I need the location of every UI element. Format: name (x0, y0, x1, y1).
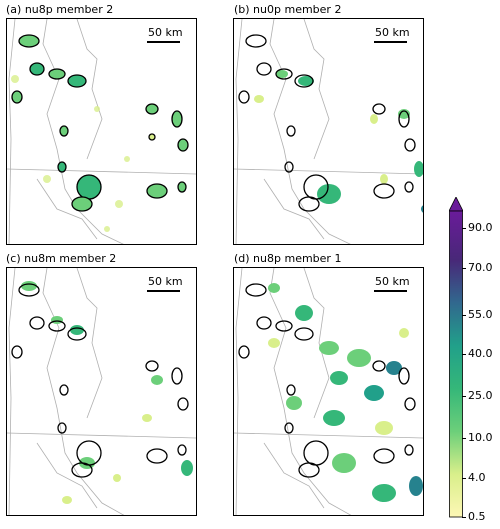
precip-b-outline (238, 34, 416, 212)
panel-a-title: (a) nu8p member 2 (6, 3, 114, 16)
precip-d-outline (238, 283, 416, 478)
map-panel-b: 50 km (233, 18, 424, 245)
panel-c-title: (c) nu8m member 2 (6, 252, 117, 265)
borders-d (234, 268, 423, 515)
scale-bar-b (374, 41, 407, 43)
scale-bar-c (147, 290, 180, 292)
precip-c-fill (21, 281, 193, 504)
borders-c (7, 268, 196, 515)
colorbar (449, 197, 463, 518)
precip-a (11, 34, 189, 212)
map-panel-c: 50 km (6, 267, 197, 516)
scale-label-a: 50 km (148, 26, 183, 39)
map-b (234, 19, 423, 244)
precip-b-fill (254, 70, 423, 213)
map-d (234, 268, 423, 515)
panel-b-title: (b) nu0p member 2 (234, 3, 342, 16)
map-panel-a: 50 km (6, 18, 197, 245)
colorbar-tick-40: 40.0 (462, 347, 493, 360)
map-c (7, 268, 196, 515)
scale-bar-d (374, 290, 407, 292)
colorbar-extend-arrow (449, 197, 463, 212)
colorbar-tick-0-5: 0.5 (462, 510, 486, 523)
borders-b (234, 19, 423, 244)
scale-label-b: 50 km (375, 26, 410, 39)
precip-c-outline (11, 283, 189, 478)
map-a (7, 19, 196, 244)
light-precip-a (11, 75, 130, 232)
colorbar-tick-4: 4.0 (462, 471, 486, 484)
scale-label-c: 50 km (148, 275, 183, 288)
panel-d-title: (d) nu8p member 1 (234, 252, 342, 265)
scale-label-d: 50 km (375, 275, 410, 288)
colorbar-tick-55: 55.0 (462, 308, 493, 321)
map-panel-d: 50 km (233, 267, 424, 516)
colorbar-tick-25: 25.0 (462, 389, 493, 402)
colorbar-body (449, 210, 463, 518)
precip-d-fill (268, 283, 423, 502)
colorbar-tick-90: 90.0 (462, 221, 493, 234)
scale-bar-a (147, 41, 180, 43)
borders-a (7, 19, 196, 244)
colorbar-tick-70: 70.0 (462, 261, 493, 274)
colorbar-tick-10: 10.0 (462, 431, 493, 444)
